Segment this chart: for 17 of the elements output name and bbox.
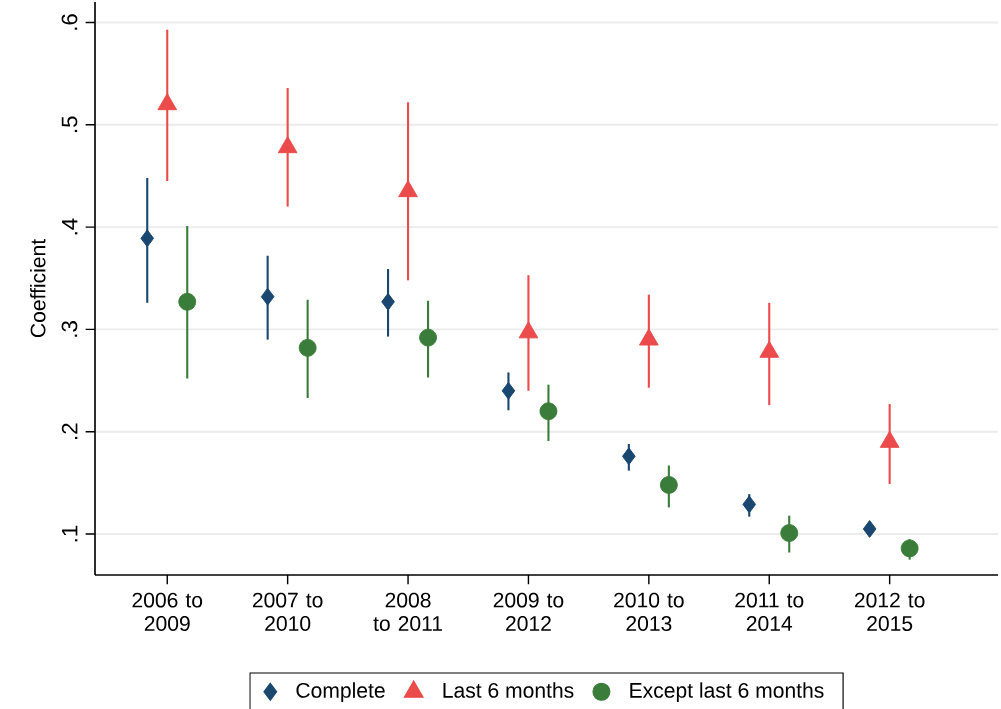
x-tick-label: 2012 to 2015 [854, 592, 925, 632]
x-tick-label: 2008 to 2011 [373, 592, 442, 632]
x-tick-label: 2006 to 2009 [132, 592, 203, 632]
y-tick-label: .1 [62, 525, 78, 542]
y-tick-label: .3 [61, 321, 78, 337]
x-tick-label: 2009 to 2012 [493, 592, 564, 632]
legend-label: Except last 6 months [630, 682, 824, 703]
x-tick-label: 2011 to 2014 [735, 592, 804, 632]
x-tick-label: 2007 to 2010 [252, 592, 323, 632]
y-tick-label: .5 [61, 116, 78, 133]
legend-label: Last 6 months [443, 682, 574, 698]
y-axis-title: Coefficient [30, 239, 46, 338]
legend-label: Complete [296, 682, 385, 703]
x-tick-label: 2010 to 2013 [614, 592, 684, 632]
y-tick-label: .6 [61, 14, 78, 30]
y-tick-label: .2 [61, 423, 78, 439]
y-tick-label: .4 [62, 218, 78, 235]
